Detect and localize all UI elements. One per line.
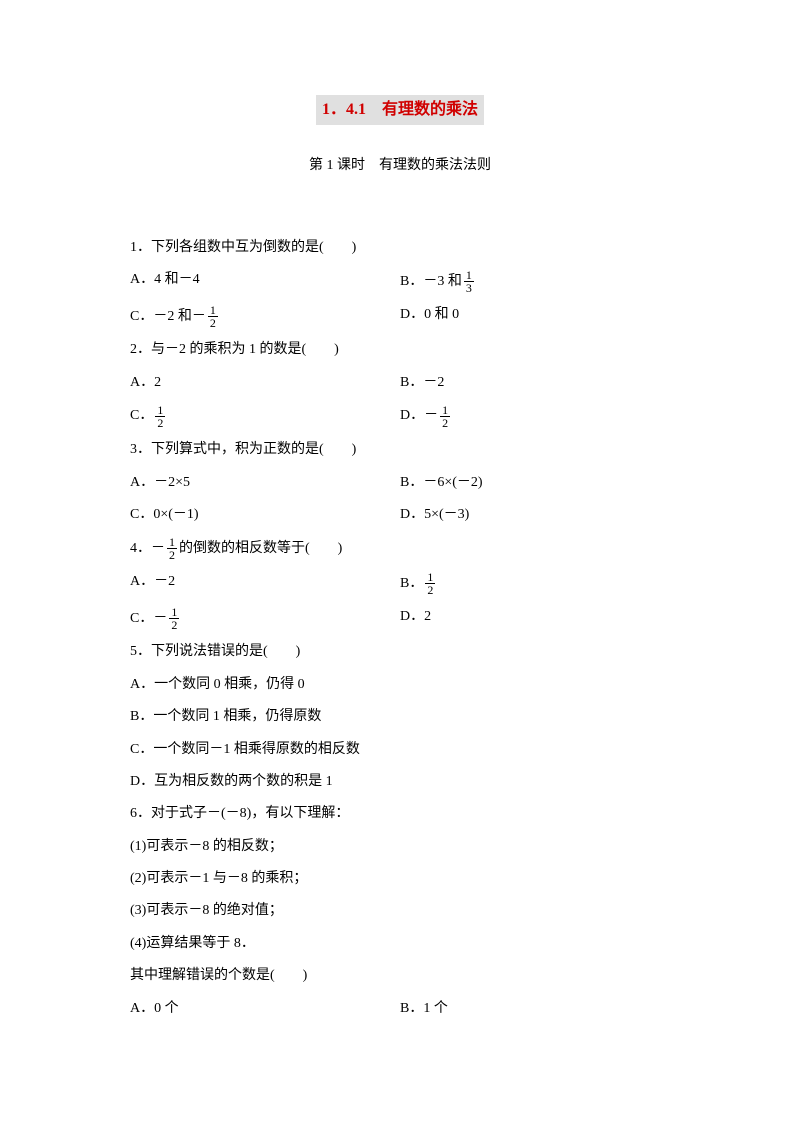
frac-den: 3 [464, 282, 474, 294]
q3-row1: A．－2×5 B．－6×(－2) [130, 472, 670, 494]
q4-stem: 4．－ 1 2 的倒数的相反数等于( ) [130, 536, 342, 561]
q3-optC: C．0×(－1) [130, 504, 400, 526]
q3-optD: D．5×(－3) [400, 504, 670, 526]
frac-den: 2 [167, 549, 177, 561]
q2-optC: C． 1 2 [130, 404, 400, 429]
q5-optB: B．一个数同 1 相乘，仍得原数 [130, 706, 670, 728]
chapter-title: 1．4.1 有理数的乘法 [316, 95, 484, 125]
q1-optB-pre: B．－3 和 [400, 271, 462, 293]
q3-optB: B．－6×(－2) [400, 472, 670, 494]
q2-row1: A．2 B．－2 [130, 372, 670, 394]
q1-optB: B．－3 和 1 3 [400, 269, 670, 294]
q5-optA: A．一个数同 0 相乘，仍得 0 [130, 674, 670, 696]
q6-l1: (1)可表示－8 的相反数； [130, 836, 670, 858]
q2-optA: A．2 [130, 372, 400, 394]
q4-stem-pre: 4．－ [130, 538, 165, 560]
q1-optD: D．0 和 0 [400, 304, 670, 329]
q4-optB-pre: B． [400, 573, 423, 595]
frac-den: 2 [440, 417, 450, 429]
fraction-one-half: 1 2 [440, 404, 450, 429]
q2-row2: C． 1 2 D．－ 1 2 [130, 404, 670, 429]
q2-optD-pre: D．－ [400, 405, 438, 427]
q5-stem: 5．下列说法错误的是( ) [130, 641, 670, 663]
q6-optA: A．0 个 [130, 998, 400, 1020]
q3-row2: C．0×(－1) D．5×(－3) [130, 504, 670, 526]
q1-row1: A．4 和－4 B．－3 和 1 3 [130, 269, 670, 294]
q2-stem: 2．与－2 的乘积为 1 的数是( ) [130, 339, 670, 361]
title-container: 1．4.1 有理数的乘法 [130, 95, 670, 125]
q6-l5: 其中理解错误的个数是( ) [130, 965, 670, 987]
q1-optC: C．－2 和－ 1 2 [130, 304, 400, 329]
q1-optC-pre: C．－2 和－ [130, 306, 206, 328]
q4-row1: A．－2 B． 1 2 [130, 571, 670, 596]
q5-optD: D．互为相反数的两个数的积是 1 [130, 771, 670, 793]
q2-optB: B．－2 [400, 372, 670, 394]
lesson-subtitle: 第 1 课时 有理数的乘法法则 [130, 155, 670, 177]
frac-den: 2 [169, 619, 179, 631]
fraction-one-half: 1 2 [208, 304, 218, 329]
fraction-one-half: 1 2 [155, 404, 165, 429]
frac-den: 2 [208, 317, 218, 329]
q4-optC: C．－ 1 2 [130, 606, 400, 631]
q4-optA: A．－2 [130, 571, 400, 596]
q6-row1: A．0 个 B．1 个 [130, 998, 670, 1020]
q4-stem-post: 的倒数的相反数等于( ) [179, 538, 342, 560]
q4-optB: B． 1 2 [400, 571, 670, 596]
q4-optD: D．2 [400, 606, 670, 631]
q3-optA: A．－2×5 [130, 472, 400, 494]
q4-row2: C．－ 1 2 D．2 [130, 606, 670, 631]
q6-stem: 6．对于式子－(－8)，有以下理解： [130, 803, 670, 825]
fraction-one-half: 1 2 [425, 571, 435, 596]
q3-stem: 3．下列算式中，积为正数的是( ) [130, 439, 670, 461]
frac-den: 2 [155, 417, 165, 429]
q1-stem: 1．下列各组数中互为倒数的是( ) [130, 237, 670, 259]
fraction-one-half: 1 2 [167, 536, 177, 561]
fraction-one-half: 1 2 [169, 606, 179, 631]
q6-l3: (3)可表示－8 的绝对值； [130, 900, 670, 922]
q6-l2: (2)可表示－1 与－8 的乘积； [130, 868, 670, 890]
fraction-one-third: 1 3 [464, 269, 474, 294]
frac-den: 2 [425, 584, 435, 596]
q4-optC-pre: C．－ [130, 608, 167, 630]
q1-optA: A．4 和－4 [130, 269, 400, 294]
q1-row2: C．－2 和－ 1 2 D．0 和 0 [130, 304, 670, 329]
q5-optC: C．一个数同－1 相乘得原数的相反数 [130, 739, 670, 761]
q6-l4: (4)运算结果等于 8． [130, 933, 670, 955]
q2-optC-pre: C． [130, 405, 153, 427]
q6-optB: B．1 个 [400, 998, 670, 1020]
q2-optD: D．－ 1 2 [400, 404, 670, 429]
